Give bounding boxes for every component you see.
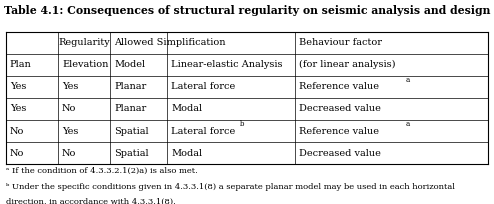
Text: Model: Model	[114, 60, 145, 69]
Text: Planar: Planar	[114, 104, 146, 113]
Text: Decreased value: Decreased value	[299, 104, 381, 113]
Text: ᵇ: ᵇ	[6, 183, 9, 191]
Text: Planar: Planar	[114, 82, 146, 91]
Text: a: a	[405, 76, 410, 84]
Text: Yes: Yes	[62, 126, 79, 136]
Text: Behaviour factor: Behaviour factor	[299, 38, 382, 47]
Text: No: No	[62, 149, 77, 158]
Text: Elevation: Elevation	[62, 60, 108, 69]
Text: Spatial: Spatial	[114, 149, 149, 158]
Text: Reference value: Reference value	[299, 126, 379, 136]
Text: (for linear analysis): (for linear analysis)	[299, 60, 396, 69]
Text: Lateral force: Lateral force	[171, 82, 236, 91]
Text: ᵃ: ᵃ	[6, 167, 9, 175]
Text: Spatial: Spatial	[114, 126, 149, 136]
Text: Allowed Simplification: Allowed Simplification	[114, 38, 226, 47]
Text: Yes: Yes	[10, 82, 26, 91]
Text: Reference value: Reference value	[299, 82, 379, 91]
Text: Regularity: Regularity	[58, 38, 110, 47]
Text: direction, in accordance with 4.3.3.1(8).: direction, in accordance with 4.3.3.1(8)…	[6, 198, 176, 204]
Text: Yes: Yes	[62, 82, 79, 91]
Text: No: No	[62, 104, 77, 113]
Text: Linear-elastic Analysis: Linear-elastic Analysis	[171, 60, 283, 69]
Text: Modal: Modal	[171, 149, 203, 158]
Text: Modal: Modal	[171, 104, 203, 113]
Text: No: No	[10, 126, 24, 136]
Text: a: a	[405, 120, 410, 129]
Text: b: b	[240, 120, 245, 129]
Text: Table 4.1: Consequences of structural regularity on seismic analysis and design: Table 4.1: Consequences of structural re…	[4, 5, 490, 16]
Text: No: No	[10, 149, 24, 158]
Text: If the condition of 4.3.3.2.1(2)a) is also met.: If the condition of 4.3.3.2.1(2)a) is al…	[12, 167, 198, 175]
Text: Under the specific conditions given in 4.3.3.1(8) a separate planar model may be: Under the specific conditions given in 4…	[12, 183, 455, 191]
Text: Yes: Yes	[10, 104, 26, 113]
Text: Decreased value: Decreased value	[299, 149, 381, 158]
Text: Lateral force: Lateral force	[171, 126, 236, 136]
Text: Plan: Plan	[10, 60, 32, 69]
